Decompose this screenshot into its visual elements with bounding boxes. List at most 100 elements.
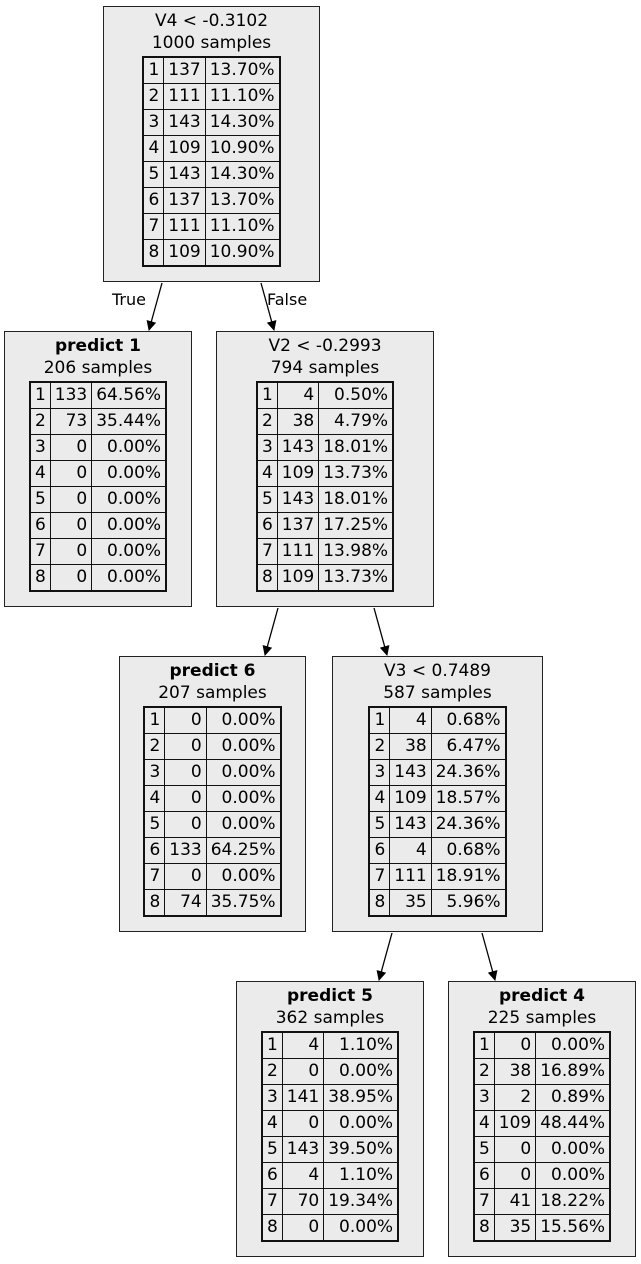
percent-cell: 0.00%	[205, 733, 282, 760]
percent-cell: 1.10%	[323, 1162, 399, 1189]
percent-cell: 0.00%	[91, 564, 167, 592]
class-cell: 6	[29, 512, 51, 539]
class-cell: 6	[143, 837, 166, 864]
node-samples: 225 samples	[487, 1008, 597, 1028]
class-cell: 4	[368, 785, 391, 812]
percent-cell: 15.56%	[535, 1214, 611, 1242]
edge-split3-to-leaf5	[376, 932, 393, 981]
percent-cell: 13.73%	[318, 564, 394, 592]
class-cell: 5	[261, 1136, 283, 1163]
class-cell: 8	[143, 889, 166, 917]
count-cell: 35	[389, 889, 432, 917]
class-cell: 4	[142, 135, 165, 162]
class-row: 7 41 18.22%	[473, 1188, 611, 1215]
class-cell: 1	[473, 1031, 495, 1059]
percent-cell: 0.00%	[205, 759, 282, 786]
count-cell: 38	[493, 1058, 537, 1085]
class-row: 5 0 0.00%	[473, 1136, 611, 1163]
percent-cell: 0.00%	[323, 1058, 399, 1085]
class-cell: 7	[142, 213, 165, 240]
count-cell: 143	[276, 434, 320, 461]
class-row: 1 133 64.56%	[29, 381, 167, 409]
class-cell: 3	[368, 759, 391, 786]
percent-cell: 24.36%	[430, 759, 507, 786]
class-distribution-table: 1 0 0.00% 2 38 16.89% 3 2 0.89% 4 109 48.44% 5 0 0.00%…	[472, 1031, 612, 1242]
class-cell: 6	[142, 187, 165, 214]
percent-cell: 11.10%	[204, 213, 281, 240]
node-leaf-predict-1: predict 1 206 samples 1 133 64.56% 2 73 35.44…	[4, 331, 192, 607]
class-row: 6 133 64.25%	[143, 837, 282, 864]
node-samples: 587 samples	[383, 683, 492, 703]
count-cell: 0	[164, 759, 207, 786]
class-distribution-table: 1 4 0.50% 2 38 4.79% 3 143 18.01% 4 109 13.73% 5 143 1…	[255, 381, 395, 592]
node-leaf-predict-5: predict 5 362 samples 1 4 1.10% 2 0 0.00% 3 141…	[236, 981, 424, 1257]
count-cell: 143	[163, 109, 206, 136]
percent-cell: 18.57%	[430, 785, 507, 812]
count-cell: 74	[164, 889, 207, 917]
percent-cell: 0.00%	[205, 811, 282, 838]
class-cell: 1	[143, 706, 166, 734]
class-cell: 5	[473, 1136, 495, 1163]
class-row: 1 4 1.10%	[261, 1031, 399, 1059]
class-cell: 1	[29, 381, 51, 409]
class-cell: 6	[261, 1162, 283, 1189]
class-row: 1 0 0.00%	[143, 706, 282, 734]
class-row: 8 109 10.90%	[142, 239, 281, 267]
percent-cell: 17.25%	[318, 512, 394, 539]
node-title: predict 4	[498, 986, 586, 1006]
class-row: 2 111 11.10%	[142, 83, 281, 110]
class-row: 4 109 48.44%	[473, 1110, 611, 1137]
percent-cell: 39.50%	[323, 1136, 399, 1163]
class-row: 8 35 15.56%	[473, 1214, 611, 1242]
percent-cell: 18.01%	[318, 434, 394, 461]
percent-cell: 13.73%	[318, 460, 394, 487]
class-cell: 7	[143, 863, 166, 890]
count-cell: 4	[389, 837, 432, 864]
class-cell: 4	[256, 460, 278, 487]
class-row: 4 0 0.00%	[143, 785, 282, 812]
percent-cell: 64.25%	[205, 837, 282, 864]
class-row: 3 2 0.89%	[473, 1084, 611, 1111]
class-cell: 3	[29, 434, 51, 461]
class-row: 5 143 18.01%	[256, 486, 394, 513]
percent-cell: 6.47%	[430, 733, 507, 760]
percent-cell: 19.34%	[323, 1188, 399, 1215]
count-cell: 109	[276, 460, 320, 487]
class-cell: 4	[261, 1110, 283, 1137]
count-cell: 70	[281, 1188, 325, 1215]
class-cell: 7	[261, 1188, 283, 1215]
count-cell: 0	[493, 1031, 537, 1059]
class-row: 5 0 0.00%	[143, 811, 282, 838]
percent-cell: 0.68%	[430, 706, 507, 734]
class-cell: 7	[29, 538, 51, 565]
count-cell: 0	[164, 863, 207, 890]
class-row: 4 109 10.90%	[142, 135, 281, 162]
node-title: V2 < -0.2993	[268, 336, 382, 356]
class-row: 3 143 14.30%	[142, 109, 281, 136]
class-row: 5 143 24.36%	[368, 811, 507, 838]
percent-cell: 1.10%	[323, 1031, 399, 1059]
count-cell: 0	[49, 434, 93, 461]
count-cell: 73	[49, 408, 93, 435]
class-cell: 8	[256, 564, 278, 592]
class-cell: 8	[29, 564, 51, 592]
percent-cell: 13.98%	[318, 538, 394, 565]
count-cell: 143	[281, 1136, 325, 1163]
percent-cell: 16.89%	[535, 1058, 611, 1085]
percent-cell: 0.00%	[91, 460, 167, 487]
count-cell: 111	[389, 863, 432, 890]
node-leaf-predict-4: predict 4 225 samples 1 0 0.00% 2 38 16.89% 3 2…	[448, 981, 636, 1257]
edge-split3-to-leaf4	[481, 932, 498, 981]
class-cell: 4	[29, 460, 51, 487]
node-title: predict 6	[169, 661, 256, 681]
class-cell: 3	[473, 1084, 495, 1111]
count-cell: 0	[164, 811, 207, 838]
count-cell: 0	[281, 1214, 325, 1242]
percent-cell: 4.79%	[318, 408, 394, 435]
percent-cell: 35.75%	[205, 889, 282, 917]
class-row: 2 73 35.44%	[29, 408, 167, 435]
count-cell: 109	[493, 1110, 537, 1137]
percent-cell: 18.22%	[535, 1188, 611, 1215]
count-cell: 41	[493, 1188, 537, 1215]
count-cell: 111	[163, 83, 206, 110]
